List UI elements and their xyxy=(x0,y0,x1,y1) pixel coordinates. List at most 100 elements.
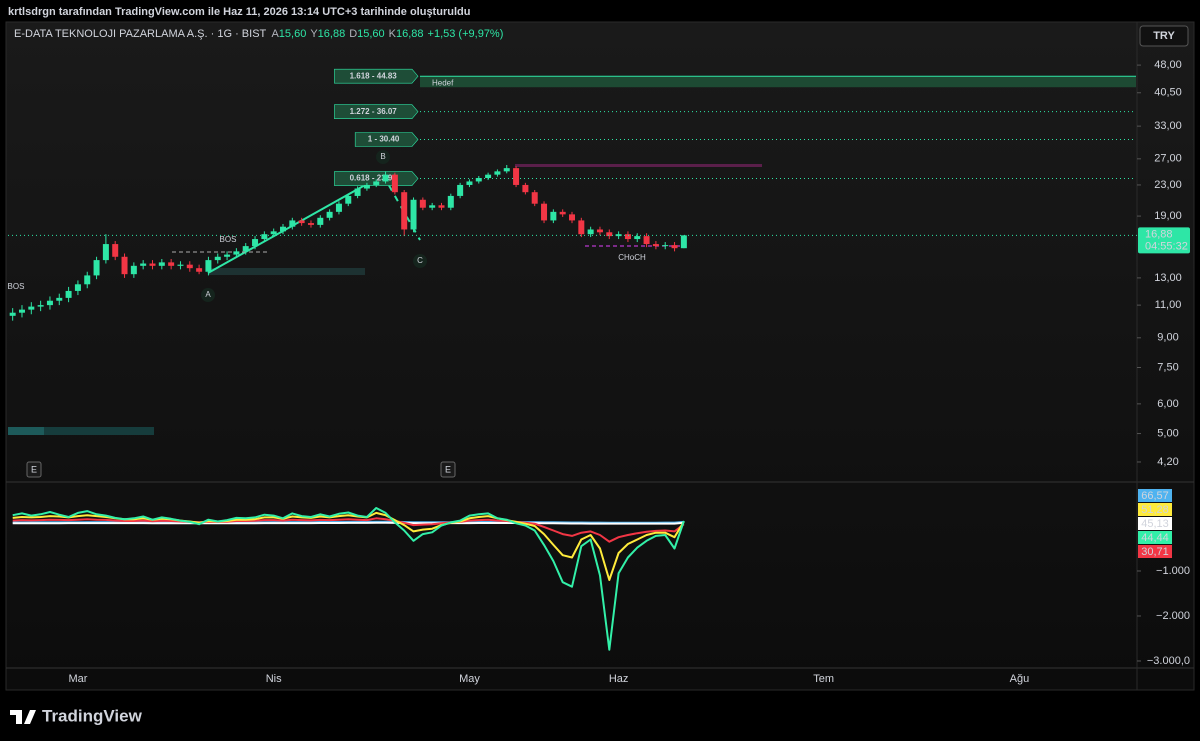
value-badge xyxy=(1138,503,1172,516)
candle-body xyxy=(596,229,603,233)
ohlc-value: 16,88 xyxy=(318,28,346,40)
candle-body xyxy=(214,256,221,261)
candle-body xyxy=(531,192,538,204)
candle-body xyxy=(280,226,287,232)
event-marker xyxy=(26,461,42,478)
ohlc-value: 15,60 xyxy=(279,28,307,40)
value-badge-label: 51,28 xyxy=(1141,504,1169,516)
ohlc-key: A xyxy=(271,28,279,40)
y-tick-label: 13,00 xyxy=(1154,272,1182,284)
brand: TradingView xyxy=(42,706,143,725)
candle-body xyxy=(494,171,501,175)
price-badge xyxy=(1138,227,1190,254)
wave-point xyxy=(413,254,427,268)
ohlc-key: D xyxy=(349,28,357,40)
candle-body xyxy=(382,174,389,182)
candle-body xyxy=(624,234,631,240)
annotation: C xyxy=(417,256,423,265)
candle-body xyxy=(652,244,659,247)
y-tick-label: 23,00 xyxy=(1154,179,1182,191)
candle-body xyxy=(261,234,268,240)
symbol-line: E-DATA TEKNOLOJI PAZARLAMA A.Ş. · 1G · B… xyxy=(14,28,503,40)
event-marker xyxy=(440,461,456,478)
candle-body xyxy=(168,262,175,266)
candle-body xyxy=(242,246,249,252)
candle-body xyxy=(643,236,650,245)
x-tick-label: Haz xyxy=(609,673,629,685)
last-price: 16,88 xyxy=(1145,228,1173,240)
ohlc-value: 15,60 xyxy=(357,28,385,40)
y-tick-label: 48,00 xyxy=(1154,59,1182,71)
ohlc-key: K xyxy=(389,28,397,40)
currency[interactable]: TRY xyxy=(1153,30,1175,42)
oscillator-line xyxy=(12,521,684,525)
candle-body xyxy=(485,174,492,179)
value-badge-label: 30,71 xyxy=(1141,546,1169,558)
level-badge xyxy=(334,68,419,84)
candle-body xyxy=(447,195,454,208)
ohlc-key: Y xyxy=(310,28,318,40)
y-tick-label: 5,00 xyxy=(1157,427,1178,439)
chart-frame xyxy=(5,21,1195,691)
candle-body xyxy=(363,184,370,189)
level-label: 0.618 - 23.92 xyxy=(350,174,398,183)
x-tick-label: Tem xyxy=(813,673,834,685)
wave-point xyxy=(201,288,215,302)
x-tick-label: Nis xyxy=(266,673,282,685)
candle-body xyxy=(149,263,156,266)
candle-body xyxy=(419,199,426,208)
candle-body xyxy=(307,223,314,225)
candle-body xyxy=(615,234,622,237)
candle-body xyxy=(112,244,119,257)
candle-body xyxy=(93,260,100,276)
candle-body xyxy=(391,174,398,193)
candle-body xyxy=(410,199,417,230)
candle-body xyxy=(298,220,305,224)
brand-logo: TradingView xyxy=(10,706,143,725)
currency-button[interactable] xyxy=(1139,25,1189,47)
candle-body xyxy=(37,305,44,307)
x-tick-label: Mar xyxy=(68,673,87,685)
candle-body xyxy=(503,168,510,172)
attribution: krtlsdrgn tarafından TradingView.com ile… xyxy=(8,6,470,18)
candle-body xyxy=(121,256,128,275)
y-tick-label: 33,00 xyxy=(1154,120,1182,132)
value-badge xyxy=(1138,517,1172,530)
candle-body xyxy=(289,220,296,227)
candle-body xyxy=(634,236,641,240)
candle-body xyxy=(186,264,193,269)
oscillator-line xyxy=(12,517,685,543)
candle-body xyxy=(270,231,277,235)
candle-body xyxy=(429,205,436,208)
supply-zone xyxy=(515,164,762,167)
candle-body xyxy=(317,217,324,225)
demand-zone xyxy=(8,427,154,435)
value-badge-label: 45,13 xyxy=(1141,518,1169,530)
candle-body xyxy=(373,181,380,185)
y-tick-label: 27,00 xyxy=(1154,153,1182,165)
level-label: 1 - 30.40 xyxy=(368,135,400,144)
y-tick-label: 19,00 xyxy=(1154,210,1182,222)
y-tick-label: −1.000 xyxy=(1156,565,1190,577)
level-badge xyxy=(354,132,419,147)
candle-body xyxy=(606,232,613,237)
y-tick-label: −2.000 xyxy=(1156,610,1190,622)
logo-icon xyxy=(10,710,36,724)
value-badge xyxy=(1138,531,1172,544)
candle-body xyxy=(326,211,333,218)
value-badge-label: 44,44 xyxy=(1141,532,1169,544)
symbol: E-DATA TEKNOLOJI PAZARLAMA A.Ş. · 1G · B… xyxy=(14,28,267,40)
demand-zone xyxy=(8,427,44,435)
annotation: BOS xyxy=(8,282,25,291)
wave-line xyxy=(207,174,384,274)
candle-body xyxy=(205,260,212,272)
candle-body xyxy=(569,214,575,221)
y-tick-label: 7,50 xyxy=(1157,361,1178,373)
candle-body xyxy=(457,184,464,196)
event-label: E xyxy=(31,464,37,474)
candle-body xyxy=(56,297,63,301)
y-tick-label: 4,20 xyxy=(1157,456,1178,468)
candle-body xyxy=(252,239,259,247)
candle-body xyxy=(46,300,53,306)
